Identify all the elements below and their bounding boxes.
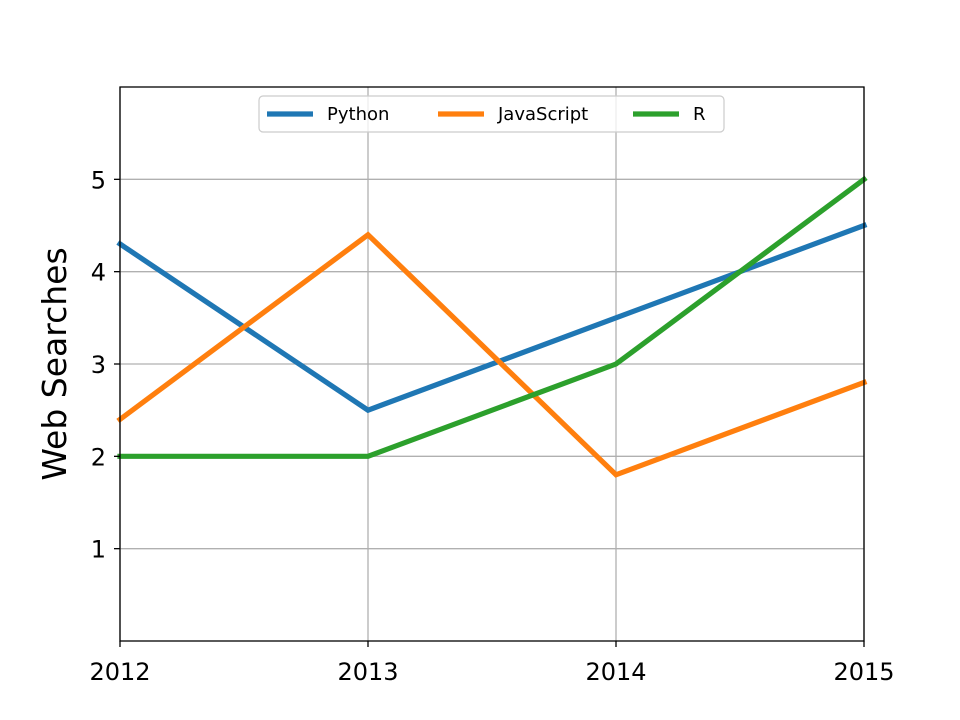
legend-box	[258, 95, 725, 133]
y-axis-label: Web Searches	[35, 247, 74, 480]
y-tick-label: 2	[91, 443, 106, 471]
x-tick-label: 2013	[337, 658, 398, 686]
y-tick-label: 5	[91, 166, 106, 194]
axis-ticks: 2012 2013 2014 2015 1 2 3 4 5	[89, 166, 894, 686]
y-tick-label: 3	[91, 351, 106, 379]
legend-label-javascript: JavaScript	[497, 104, 588, 125]
legend-label-python: Python	[327, 104, 389, 125]
x-tick-label: 2015	[833, 658, 894, 686]
y-tick-label: 1	[91, 536, 106, 564]
x-tick-label: 2014	[585, 658, 646, 686]
series-lines	[116, 175, 868, 478]
x-tick-label: 2012	[89, 658, 150, 686]
legend: Python JavaScript R	[258, 95, 725, 133]
series-line-r	[117, 175, 868, 459]
series-line-javascript	[116, 231, 868, 478]
legend-label-r: R	[693, 104, 706, 125]
y-tick-label: 4	[91, 259, 106, 287]
